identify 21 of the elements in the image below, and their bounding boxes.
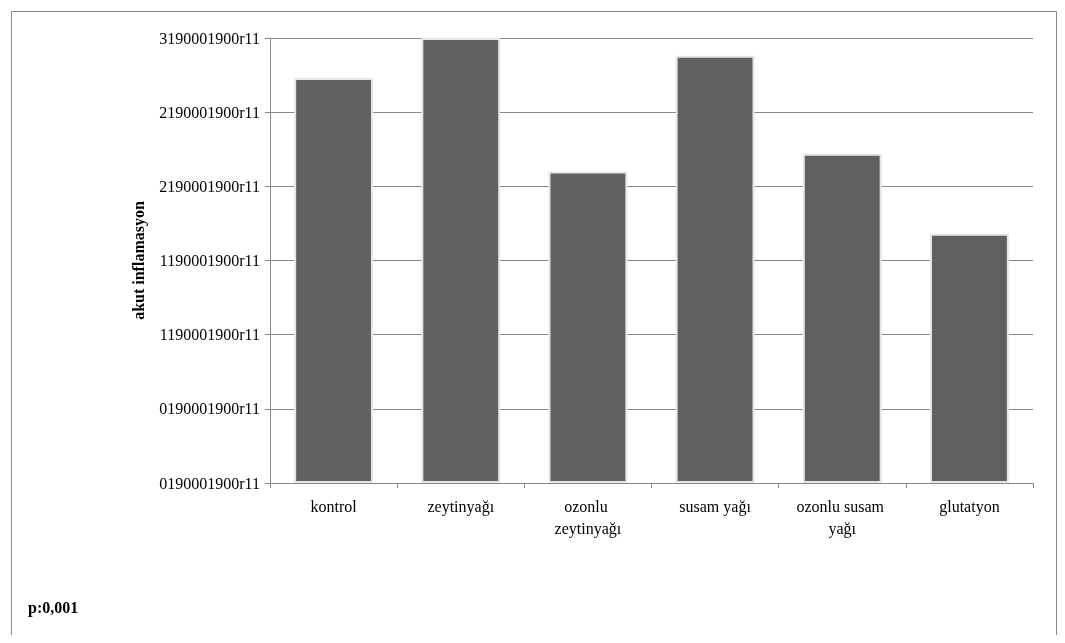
text: 0190001900r11: [159, 474, 260, 492]
x-tick-label: kontrol: [310, 497, 358, 515]
text: p:0,001: [28, 598, 79, 617]
bar: [421, 38, 501, 483]
bar: [802, 153, 882, 483]
text: 0190001900r11: [159, 400, 260, 418]
text: 2190001900r11: [159, 103, 260, 121]
bar: [294, 78, 374, 483]
bar: [675, 55, 755, 483]
text: 1190001900r11: [159, 326, 260, 344]
x-tick-label: ozonlu susam yağı: [796, 497, 889, 538]
text: 1190001900r11: [159, 252, 260, 269]
text: akut inflamasyon: [129, 201, 148, 320]
bar: [548, 171, 628, 483]
x-tick-label: ozonlu zeytinyağı: [554, 497, 622, 538]
x-tick-label: zeytinyağı: [427, 497, 495, 516]
x-tick-label: susam yağı: [679, 497, 752, 516]
text: 3190001900r11: [159, 29, 260, 47]
x-tick-label: glutatyon: [939, 497, 1000, 516]
bar: [930, 233, 1009, 483]
text: 2190001900r11: [159, 177, 260, 195]
